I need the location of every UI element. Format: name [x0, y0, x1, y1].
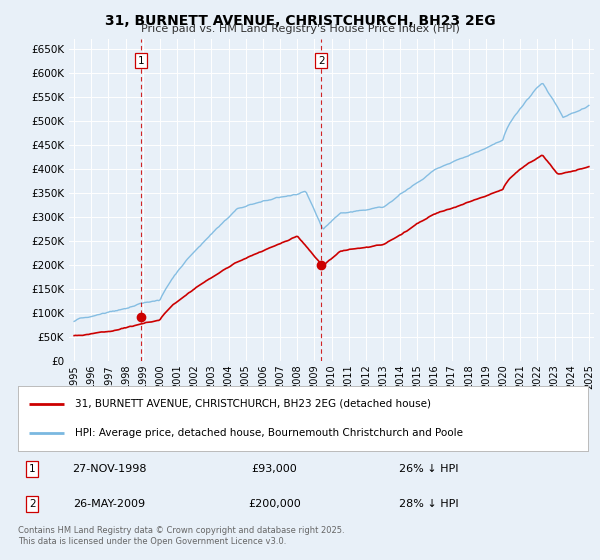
Text: £93,000: £93,000 [251, 464, 298, 474]
Text: Price paid vs. HM Land Registry's House Price Index (HPI): Price paid vs. HM Land Registry's House … [140, 24, 460, 34]
Text: 2: 2 [29, 499, 35, 509]
Text: 2: 2 [318, 56, 325, 66]
Text: 1: 1 [138, 56, 145, 66]
Text: £200,000: £200,000 [248, 499, 301, 509]
Text: 27-NOV-1998: 27-NOV-1998 [72, 464, 146, 474]
Text: 28% ↓ HPI: 28% ↓ HPI [398, 499, 458, 509]
Text: Contains HM Land Registry data © Crown copyright and database right 2025.
This d: Contains HM Land Registry data © Crown c… [18, 526, 344, 546]
Text: 1: 1 [29, 464, 35, 474]
Text: HPI: Average price, detached house, Bournemouth Christchurch and Poole: HPI: Average price, detached house, Bour… [75, 428, 463, 438]
Text: 31, BURNETT AVENUE, CHRISTCHURCH, BH23 2EG: 31, BURNETT AVENUE, CHRISTCHURCH, BH23 2… [104, 14, 496, 28]
Text: 26% ↓ HPI: 26% ↓ HPI [398, 464, 458, 474]
Text: 26-MAY-2009: 26-MAY-2009 [73, 499, 145, 509]
Text: 31, BURNETT AVENUE, CHRISTCHURCH, BH23 2EG (detached house): 31, BURNETT AVENUE, CHRISTCHURCH, BH23 2… [75, 399, 431, 409]
